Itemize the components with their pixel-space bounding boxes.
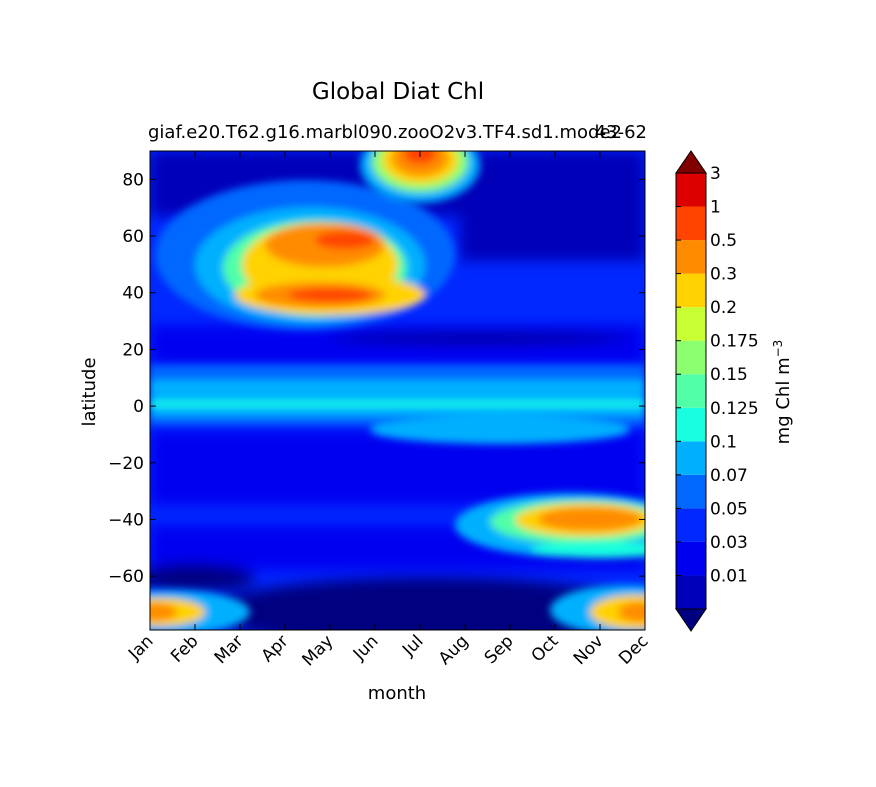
colorbar-segment — [676, 407, 706, 442]
heatmap-arctic-bloom-red — [404, 151, 436, 164]
colorbar-extend-max — [675, 150, 707, 174]
colorbar-tick-label: 0.175 — [710, 332, 759, 352]
heatmap-north-bloom-red-60 — [315, 231, 375, 249]
colorbar-tick-label: 0.2 — [710, 298, 737, 318]
chart-subtitle-right: 43-62 — [595, 122, 647, 143]
colorbar-tick-label: 0.07 — [710, 466, 748, 486]
y-tick-label: −20 — [108, 454, 144, 474]
plot-frame — [149, 150, 646, 631]
colorbar-tick-label: 0.1 — [710, 432, 737, 452]
y-tick-label: −60 — [108, 567, 144, 587]
colorbar-label-text: mg Chl m — [773, 357, 794, 444]
colorbar-tick-label: 0.3 — [710, 265, 737, 285]
heatmap-equatorial-cyan — [150, 380, 645, 416]
x-tick-label: Jul — [398, 631, 427, 660]
colorbar-label: mg Chl m−3 — [771, 340, 794, 445]
chart-subtitle-left: giaf.e20.T62.g16.marbl090.zooO2v3.TF4.sd… — [148, 122, 622, 143]
colorbar-segment — [676, 441, 706, 475]
x-tick-label: Nov — [570, 631, 608, 669]
x-tick-label: Aug — [435, 631, 473, 669]
y-tick-label: 0 — [133, 397, 144, 417]
y-tick-label: 40 — [122, 284, 144, 304]
colorbar-label-exponent: −3 — [771, 340, 785, 358]
heatmap-antarctic-dec-orange — [618, 602, 645, 622]
heatmap-southern-low — [210, 577, 645, 630]
colorbar-segment — [676, 374, 706, 408]
y-tick-label: 20 — [122, 340, 144, 360]
colorbar-tick-label: 3 — [710, 164, 721, 184]
x-tick-label: Feb — [167, 631, 202, 666]
colorbar-segment — [676, 474, 706, 509]
colorbar-segment — [676, 240, 706, 274]
colorbar-segment — [676, 340, 706, 375]
x-tick-label: Sep — [481, 631, 518, 668]
colorbar: 0.01 0.03 0.05 0.07 0.1 0.125 0.15 0.175 0.2 0.3 0… — [675, 150, 759, 632]
colorbar-tick-label: 1 — [710, 198, 721, 218]
colorbar-segment — [676, 273, 706, 308]
x-tick-label: Jun — [349, 631, 383, 665]
colorbar-tick-label: 0.01 — [710, 566, 748, 586]
colorbar-segment — [676, 307, 706, 341]
heatmap-south-bloom-orange — [538, 507, 642, 531]
heatmap-southern-low-west — [150, 564, 255, 592]
colorbar-segment — [676, 508, 706, 542]
x-tick-label: Mar — [211, 631, 248, 668]
heatmap-north-bloom-red-40 — [288, 288, 372, 302]
heatmap-subtropic-min — [330, 333, 630, 343]
y-axis: 80 60 40 20 0 −20 −40 −60 — [108, 170, 645, 587]
heatmap-equatorial-south-cyan — [370, 416, 630, 444]
y-tick-label: 60 — [122, 227, 144, 247]
heatmap-band-subtropic-south — [150, 430, 645, 505]
colorbar-segment — [676, 206, 706, 241]
y-axis-label: latitude — [79, 357, 100, 426]
heatmap-plot-area — [150, 151, 645, 630]
colorbar-tick-label: 0.03 — [710, 533, 748, 553]
colorbar-tick-label: 0.5 — [710, 231, 737, 251]
svg-text:mg Chl m−3: mg Chl m−3 — [771, 340, 794, 445]
x-tick-label: Jan — [124, 631, 157, 664]
x-tick-label: Apr — [258, 631, 293, 666]
colorbar-tick-label: 0.05 — [710, 499, 748, 519]
x-tick-label: Oct — [528, 631, 563, 666]
colorbar-segment — [676, 575, 706, 609]
heatmap-equator-line — [150, 401, 645, 407]
heatmap-band-subtropic-north — [150, 325, 645, 365]
heatmap-band-arctic-low-east — [460, 151, 645, 261]
colorbar-tick-label: 0.125 — [710, 399, 759, 419]
x-tick-label: Dec — [615, 631, 652, 668]
x-tick-label: May — [299, 631, 338, 670]
y-tick-label: −40 — [108, 510, 144, 530]
colorbar-tick-label: 0.15 — [710, 365, 748, 385]
y-tick-label: 80 — [122, 170, 144, 190]
colorbar-segment — [676, 173, 706, 207]
heatmap-antarctic-jan-orange — [150, 603, 177, 621]
colorbar-segment — [676, 541, 706, 576]
x-axis-label: month — [368, 683, 426, 704]
colorbar-extend-min — [675, 608, 707, 632]
colorbar-frame — [675, 172, 707, 610]
heatmap-south-bloom-cyan-50 — [530, 542, 645, 558]
chart-title: Global Diat Chl — [312, 79, 484, 105]
